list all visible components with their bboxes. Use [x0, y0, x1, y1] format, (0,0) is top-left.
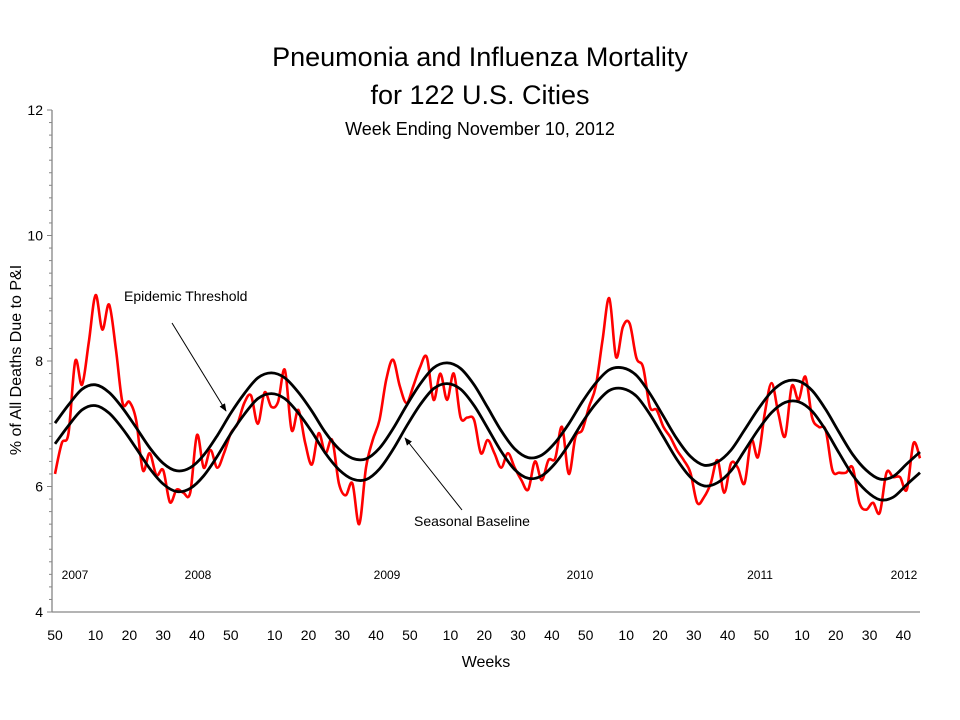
x-tick-label: 20	[652, 627, 668, 643]
x-tick-label: 30	[686, 627, 702, 643]
x-tick-label: 30	[155, 627, 171, 643]
annotation-arrow-threshold	[171, 322, 227, 412]
x-tick-label: 10	[443, 627, 459, 643]
year-labels: 2007 2008 2009 2010 2011 2012	[62, 568, 918, 582]
y-tick-label: 6	[35, 479, 43, 495]
x-tick-label: 40	[544, 627, 560, 643]
x-tick-label: 30	[510, 627, 526, 643]
x-tick-label: 40	[720, 627, 736, 643]
x-tick-label: 30	[335, 627, 351, 643]
x-tick-label: 10	[794, 627, 810, 643]
year-label: 2010	[567, 568, 594, 582]
y-tick-label: 10	[27, 228, 43, 244]
x-tick-label: 50	[578, 627, 594, 643]
y-axis: 4 6 8 10 12	[27, 102, 53, 620]
year-label: 2008	[185, 568, 212, 582]
x-tick-label: 20	[828, 627, 844, 643]
x-tick-label: 40	[189, 627, 205, 643]
year-label: 2009	[374, 568, 401, 582]
y-tick-label: 12	[27, 102, 43, 118]
annotation-arrow-baseline	[404, 437, 463, 511]
x-tick-label: 20	[476, 627, 492, 643]
year-label: 2007	[62, 568, 89, 582]
x-tick-label: 40	[368, 627, 384, 643]
annotation-epidemic-threshold: Epidemic Threshold	[124, 288, 247, 304]
x-tick-label: 50	[47, 627, 63, 643]
x-tick-label: 50	[223, 627, 239, 643]
chart-subtitle: Week Ending November 10, 2012	[345, 119, 615, 139]
x-axis: 50 10 20 30 40 50 10 20 30 40 50 10 20 30 40 50 10 20 30 40…	[47, 611, 920, 643]
year-label: 2011	[747, 568, 773, 582]
y-tick-label: 4	[35, 604, 43, 620]
threshold-line	[53, 361, 921, 481]
x-tick-label: 50	[754, 627, 770, 643]
x-tick-label: 10	[618, 627, 634, 643]
observed-line	[53, 293, 922, 526]
y-axis-label: % of All Deaths Due to P&I	[8, 265, 25, 455]
annotation-seasonal-baseline: Seasonal Baseline	[414, 513, 530, 529]
series-group	[53, 293, 922, 526]
year-label: 2012	[891, 568, 918, 582]
y-tick-label: 8	[35, 353, 43, 369]
baseline-line	[53, 382, 921, 502]
x-tick-label: 10	[267, 627, 283, 643]
chart-title-line1: Pneumonia and Influenza Mortality	[272, 42, 688, 72]
x-tick-label: 30	[862, 627, 878, 643]
x-axis-label: Weeks	[462, 654, 511, 671]
x-tick-label: 10	[88, 627, 104, 643]
x-tick-label: 40	[896, 627, 912, 643]
x-tick-label: 50	[402, 627, 418, 643]
chart-title-line2: for 122 U.S. Cities	[370, 80, 589, 110]
x-tick-label: 20	[122, 627, 138, 643]
x-tick-label: 20	[301, 627, 317, 643]
